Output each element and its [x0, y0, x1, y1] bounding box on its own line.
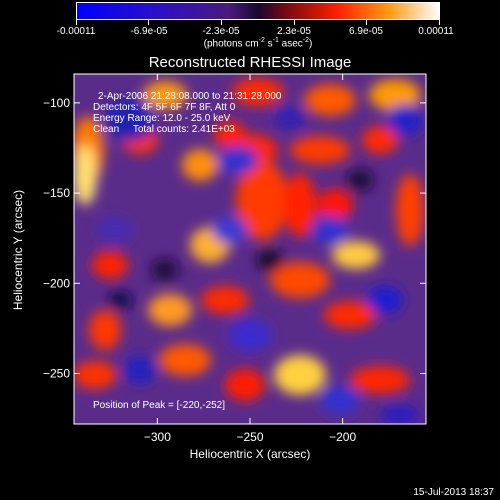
heatmap-blob: [74, 145, 97, 205]
heatmap-blob: [214, 121, 246, 149]
colorbar-tick-label: -6.9e-05: [130, 26, 168, 37]
heatmap-blob: [367, 286, 403, 314]
heatmap-blob: [320, 386, 360, 414]
heatmap-blob: [97, 216, 133, 244]
heatmap-blob: [380, 405, 420, 424]
heatmap-blob: [387, 104, 423, 136]
heatmap-blob: [228, 319, 272, 351]
heatmap-blob: [369, 79, 421, 111]
colorbar-unit-label: (photons cm-2 s-1 asec-2): [203, 37, 313, 50]
x-axis-label: Heliocentric X (arcsec): [190, 447, 311, 461]
heatmap-blob: [143, 81, 187, 109]
chart-title: Reconstructed RHESSI Image: [148, 54, 352, 71]
colorbar-gradient: [76, 2, 440, 20]
y-tick-label: −200: [43, 276, 70, 290]
annotation-counts: Clean Total counts: 2.41E+03: [93, 124, 235, 135]
heatmap-blob: [212, 216, 248, 244]
x-tick-label: −200: [329, 430, 356, 444]
heatmap-blob: [151, 258, 179, 282]
heatmap-blob: [346, 168, 374, 192]
annotation-time: 2-Apr-2006 21:28:08.000 to 21:31:28.000: [98, 91, 282, 102]
colorbar-ticks: [76, 20, 440, 26]
heatmap-blob: [350, 366, 410, 394]
heatmap-blob: [270, 262, 330, 298]
heatmap-blob: [225, 369, 265, 401]
annotation-detectors: Detectors: 4F 5F 6F 7F 8F, Att 0: [93, 102, 236, 113]
heatmap-blob: [148, 294, 192, 326]
heatmap-blob: [236, 160, 288, 240]
heatmap-blob: [201, 286, 249, 314]
colorbar-tick-label: 0.00011: [418, 26, 454, 37]
colorbar-fill: [77, 3, 439, 19]
colorbar-tick-label: -0.00011: [56, 26, 96, 37]
y-tick-label: −100: [43, 96, 70, 110]
colorbar-tick-label: -2.3e-05: [202, 26, 240, 37]
y-tick-label: −150: [43, 186, 70, 200]
heatmap-blob: [108, 290, 132, 310]
heatmap-blob: [159, 344, 211, 376]
heatmap-blob: [92, 251, 128, 279]
peak-position-text: Position of Peak = [-220,-252]: [93, 400, 225, 411]
heatmap-blob: [312, 216, 348, 244]
colorbar: -0.00011 -6.9e-05 -2.3e-05 2.3e-05 6.9e-…: [0, 0, 500, 52]
heatmap-blob: [290, 136, 350, 164]
heatmap-blob: [182, 149, 218, 181]
heatmap-blob: [317, 189, 353, 221]
heatmap-blob: [89, 310, 121, 350]
annotation-energy: Energy Range: 12.0 - 25.0 keV: [93, 113, 231, 124]
heatmap-blob: [332, 241, 380, 269]
heatmap-blob: [362, 126, 398, 154]
colorbar-tick-label: 6.9e-05: [349, 26, 383, 37]
heatmap-blob: [274, 106, 306, 130]
y-axis-label: Heliocentric Y (arcsec): [11, 190, 25, 310]
colorbar-tick-label: 2.3e-05: [277, 26, 311, 37]
y-tick-label: −250: [43, 366, 70, 380]
heatmap-blob: [304, 84, 356, 116]
heatmap-image: [74, 74, 426, 424]
heatmap-blob: [284, 173, 316, 237]
x-tick-label: −250: [236, 430, 263, 444]
heatmap-blob: [218, 146, 258, 174]
heatmap-blob: [232, 78, 284, 106]
timestamp: 15-Jul-2013 18:37: [413, 487, 494, 498]
heatmap-blob: [274, 355, 326, 395]
heatmap-blob: [256, 248, 284, 272]
heatmap-blob: [124, 356, 156, 384]
heatmap-blob: [74, 361, 117, 389]
x-tick-label: −300: [144, 430, 171, 444]
heatmap-blob: [324, 301, 376, 329]
axes: −300 −250 −200 −100 −150 −200 −250: [43, 74, 426, 444]
heatmap-blob: [104, 98, 156, 142]
heatmap-blob: [396, 174, 424, 246]
